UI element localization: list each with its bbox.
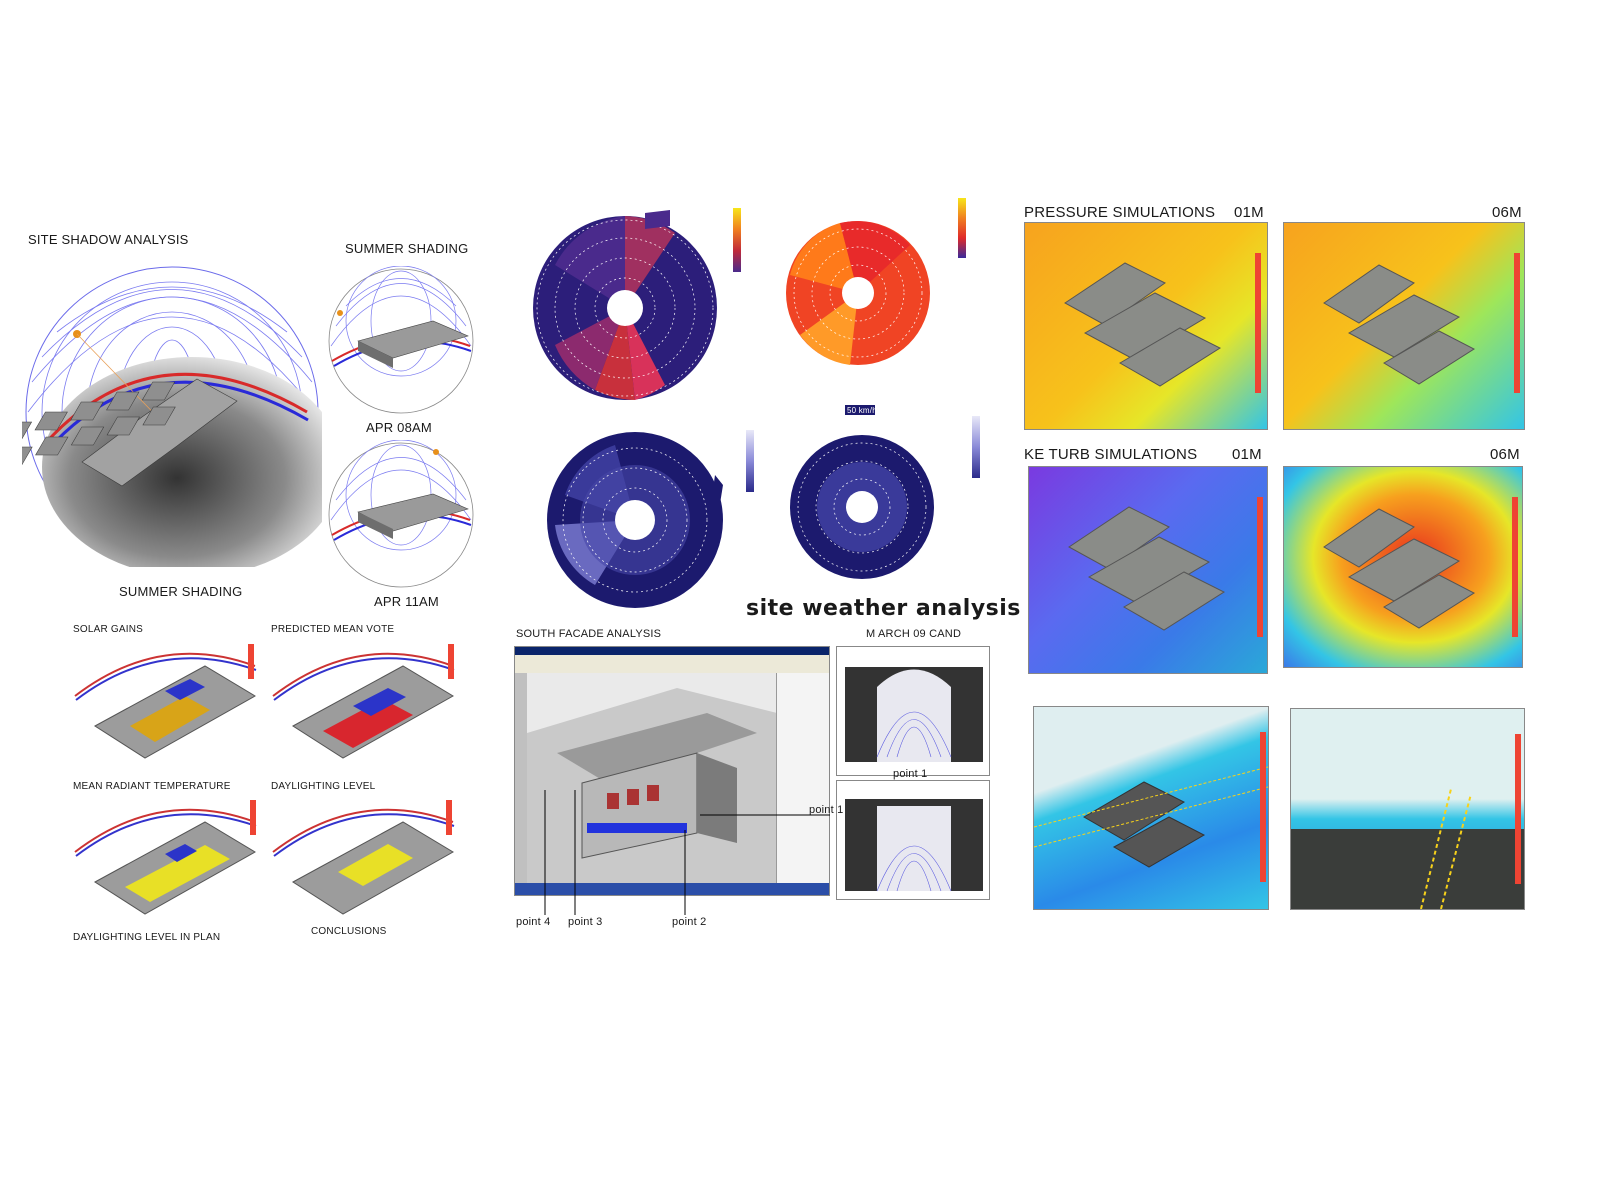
toolbar [515,655,829,674]
wind-legend-3 [746,430,754,492]
point1-top-label: point 1 [893,768,928,780]
march-cand-label: M ARCH 09 CAND [866,628,962,640]
conclusions-title: CONCLUSIONS [311,926,387,937]
mean-radiant-temperature-model [70,792,260,927]
wind-legend-4 [972,416,980,478]
daylighting-level-title: DAYLIGHTING LEVEL [271,781,376,792]
daylighting-level-in-plan-title: DAYLIGHTING LEVEL IN PLAN [73,932,221,943]
wind-rose-speed-1 [525,205,725,400]
point4-label: point 4 [516,916,551,928]
keturb-06m-label: 06M [1490,446,1520,463]
ke-turb-simulations-title: KE TURB SIMULATIONS [1024,446,1198,463]
pressure-sim-01m [1024,222,1268,430]
orthographic-projection-1 [836,646,990,776]
apr-08-label: APR 08AM [366,420,432,435]
point-leader-lines [544,790,830,915]
solar-gains-title: SOLAR GAINS [73,624,143,635]
window-title-bar [515,647,829,655]
wind-50kmh-label: 50 km/h [847,406,877,415]
zone-management-panel [776,673,829,883]
summer-shading-apr11-diagram [326,440,476,590]
predicted-mean-vote-model [268,636,458,776]
wind-rose-speed-3 [785,405,945,595]
solar-gains-model [70,636,260,776]
orthographic-projection-2 [836,780,990,900]
pressure-simulations-title: PRESSURE SIMULATIONS [1024,204,1216,221]
keturb-sim-06m [1283,466,1523,668]
summer-shading-top-title: SUMMER SHADING [345,241,469,256]
airflow-sim-b [1290,708,1525,910]
daylighting-level-model [268,792,458,927]
predicted-mean-vote-title: PREDICTED MEAN VOTE [271,624,395,635]
south-facade-analysis-title: SOUTH FACADE ANALYSIS [516,628,662,640]
point1-side-label: point 1 [809,804,844,816]
site-weather-analysis-title: site weather analysis [746,596,1021,621]
site-shadow-sunpath-diagram [22,262,322,567]
3d-viewport [527,673,777,883]
point3-label: point 3 [568,916,603,928]
keturb-sim-01m [1028,466,1268,674]
taskbar [515,883,829,895]
wind-legend-2 [958,198,966,258]
pressure-01m-label: 01M [1234,204,1264,221]
wind-rose-temperature [780,205,940,385]
summer-shading-bottom-title: SUMMER SHADING [119,584,243,599]
apr-11-label: APR 11AM [374,594,439,609]
pressure-06m-label: 06M [1492,204,1522,221]
site-shadow-analysis-title: SITE SHADOW ANALYSIS [28,232,189,247]
mean-radiant-temperature-title: MEAN RADIANT TEMPERATURE [73,781,231,792]
wind-legend-1 [733,208,741,272]
left-toolbar [515,673,527,883]
wind-rose-speed-2 [535,425,735,610]
airflow-sim-a [1033,706,1269,910]
keturb-01m-label: 01M [1232,446,1262,463]
point2-label: point 2 [672,916,707,928]
ecotect-software-window [514,646,830,896]
pressure-sim-06m [1283,222,1525,430]
summer-shading-apr08-diagram [326,266,476,416]
